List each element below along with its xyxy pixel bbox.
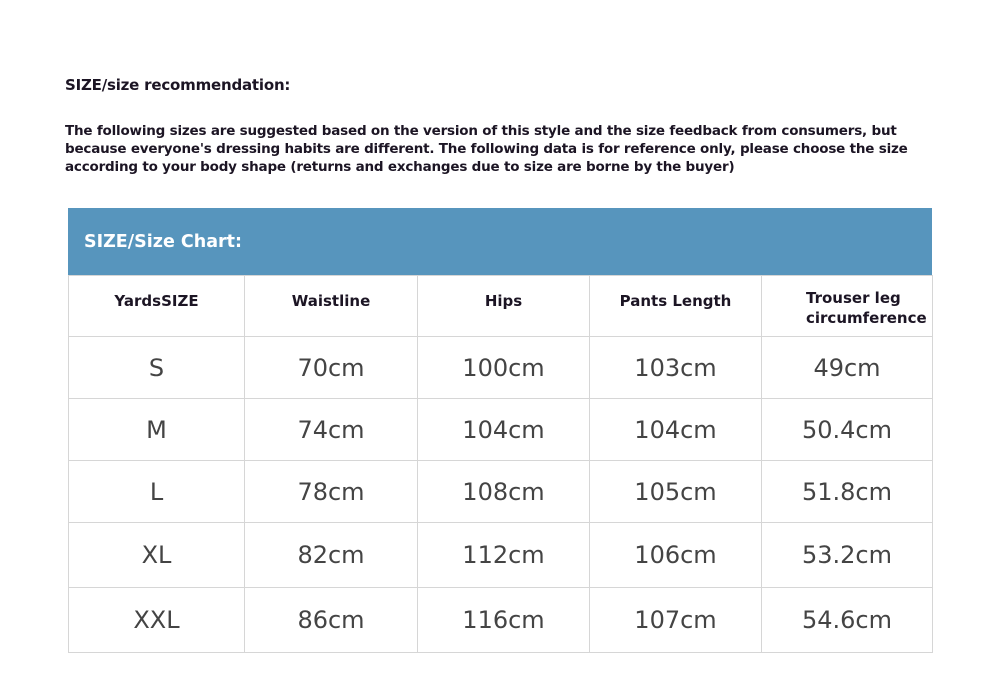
table-cell: 103cm (589, 336, 762, 399)
table-cell: 49cm (761, 336, 933, 399)
table-cell: 51.8cm (761, 460, 933, 523)
column-header-trouser-leg: Trouser leg circumference (761, 275, 933, 337)
table-cell: 108cm (417, 460, 590, 523)
table-cell: 74cm (244, 398, 418, 461)
table-row: XXL 86cm 116cm 107cm 54.6cm (68, 587, 933, 653)
description-line: according to your body shape (returns an… (65, 159, 735, 175)
page-title: SIZE/size recommendation: (65, 76, 291, 94)
size-chart-banner: SIZE/Size Chart: (68, 208, 932, 275)
table-header-row: YardsSIZE Waistline Hips Pants Length Tr… (68, 275, 933, 337)
column-header-waistline: Waistline (244, 275, 418, 337)
table-cell: 107cm (589, 587, 762, 653)
table-cell: XXL (68, 587, 245, 653)
table-cell: 106cm (589, 522, 762, 588)
table-cell: 105cm (589, 460, 762, 523)
table-cell: 53.2cm (761, 522, 933, 588)
table-cell: 104cm (417, 398, 590, 461)
size-chart: SIZE/Size Chart: YardsSIZE Waistline Hip… (68, 208, 933, 653)
table-cell: 112cm (417, 522, 590, 588)
table-cell: L (68, 460, 245, 523)
table-cell: 100cm (417, 336, 590, 399)
header-line: Trouser leg (806, 289, 901, 307)
table-cell: S (68, 336, 245, 399)
size-table: YardsSIZE Waistline Hips Pants Length Tr… (68, 275, 933, 653)
table-cell: 70cm (244, 336, 418, 399)
table-cell: 116cm (417, 587, 590, 653)
table-cell: 86cm (244, 587, 418, 653)
size-description: The following sizes are suggested based … (65, 122, 945, 176)
table-cell: 104cm (589, 398, 762, 461)
column-header-pants-length: Pants Length (589, 275, 762, 337)
table-cell: M (68, 398, 245, 461)
header-line: circumference (806, 309, 927, 327)
table-row: S 70cm 100cm 103cm 49cm (68, 336, 933, 399)
table-cell: 78cm (244, 460, 418, 523)
column-header-hips: Hips (417, 275, 590, 337)
table-row: M 74cm 104cm 104cm 50.4cm (68, 398, 933, 461)
table-cell: XL (68, 522, 245, 588)
table-cell: 82cm (244, 522, 418, 588)
table-row: XL 82cm 112cm 106cm 53.2cm (68, 522, 933, 588)
table-cell: 50.4cm (761, 398, 933, 461)
table-row: L 78cm 108cm 105cm 51.8cm (68, 460, 933, 523)
description-line: The following sizes are suggested based … (65, 123, 897, 139)
column-header-size: YardsSIZE (68, 275, 245, 337)
table-cell: 54.6cm (761, 587, 933, 653)
description-line: because everyone's dressing habits are d… (65, 141, 908, 157)
